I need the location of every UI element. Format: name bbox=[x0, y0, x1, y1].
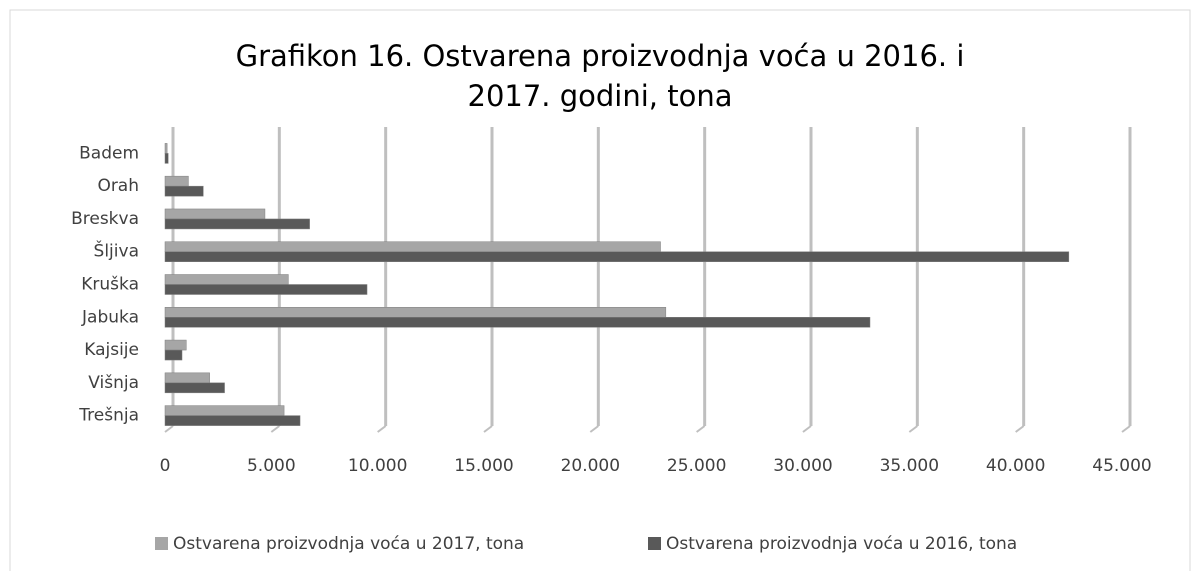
bar bbox=[164, 284, 368, 295]
grid-line-base bbox=[589, 425, 599, 433]
bar bbox=[164, 405, 285, 416]
x-tick-label: 40.000 bbox=[986, 456, 1045, 476]
grid-line-base bbox=[1015, 425, 1025, 433]
y-tick-label: Višnja bbox=[88, 373, 139, 393]
bar bbox=[164, 153, 169, 164]
bar bbox=[164, 185, 204, 197]
grid-line-base bbox=[483, 425, 493, 433]
legend-label: Ostvarena proizvodnja voća u 2016, tona bbox=[666, 534, 1017, 554]
bar bbox=[164, 208, 266, 220]
grid-line-base bbox=[164, 425, 174, 433]
x-tick-label: 35.000 bbox=[880, 456, 939, 476]
bar bbox=[164, 251, 1070, 262]
y-tick-label: Kajsije bbox=[84, 340, 139, 360]
y-tick-label: Badem bbox=[79, 143, 139, 163]
x-tick-label: 20.000 bbox=[561, 456, 620, 476]
bar bbox=[164, 317, 871, 328]
x-tick-label: 25.000 bbox=[667, 456, 726, 476]
x-tick-label: 0 bbox=[160, 456, 171, 476]
bar bbox=[164, 339, 187, 351]
x-tick-label: 45.000 bbox=[1092, 456, 1151, 476]
grid-line-base bbox=[908, 425, 918, 433]
bar bbox=[164, 143, 168, 154]
grid-line-base bbox=[802, 425, 812, 433]
y-tick-label: Kruška bbox=[81, 275, 139, 295]
y-tick-label: Šljiva bbox=[94, 240, 139, 262]
y-tick-label: Jabuka bbox=[81, 307, 139, 327]
grid-line-base bbox=[696, 425, 706, 433]
y-tick-label: Breskva bbox=[71, 209, 139, 229]
chart-border bbox=[9, 9, 1191, 571]
x-tick-label: 30.000 bbox=[773, 456, 832, 476]
legend-label: Ostvarena proizvodnja voća u 2017, tona bbox=[173, 534, 524, 554]
y-tick-label: Trešnja bbox=[78, 406, 139, 426]
bar bbox=[164, 274, 289, 285]
bar bbox=[164, 349, 183, 361]
x-tick-label: 5.000 bbox=[247, 456, 296, 476]
legend-swatch bbox=[155, 537, 168, 550]
y-tick-label: Orah bbox=[97, 176, 139, 196]
bar bbox=[164, 218, 310, 230]
bar bbox=[164, 307, 667, 318]
x-tick-label: 15.000 bbox=[454, 456, 513, 476]
bar bbox=[164, 175, 189, 187]
chart-title: Grafikon 16. Ostvarena proizvodnja voća … bbox=[235, 39, 965, 113]
legend-swatch bbox=[648, 537, 661, 550]
bar bbox=[164, 241, 661, 252]
bar bbox=[164, 415, 301, 426]
grid-line-base bbox=[377, 425, 387, 433]
grid-line-base bbox=[1121, 425, 1131, 433]
bar bbox=[164, 372, 210, 384]
grid-line-base bbox=[270, 425, 280, 433]
bar bbox=[164, 382, 225, 394]
x-tick-label: 10.000 bbox=[348, 456, 407, 476]
